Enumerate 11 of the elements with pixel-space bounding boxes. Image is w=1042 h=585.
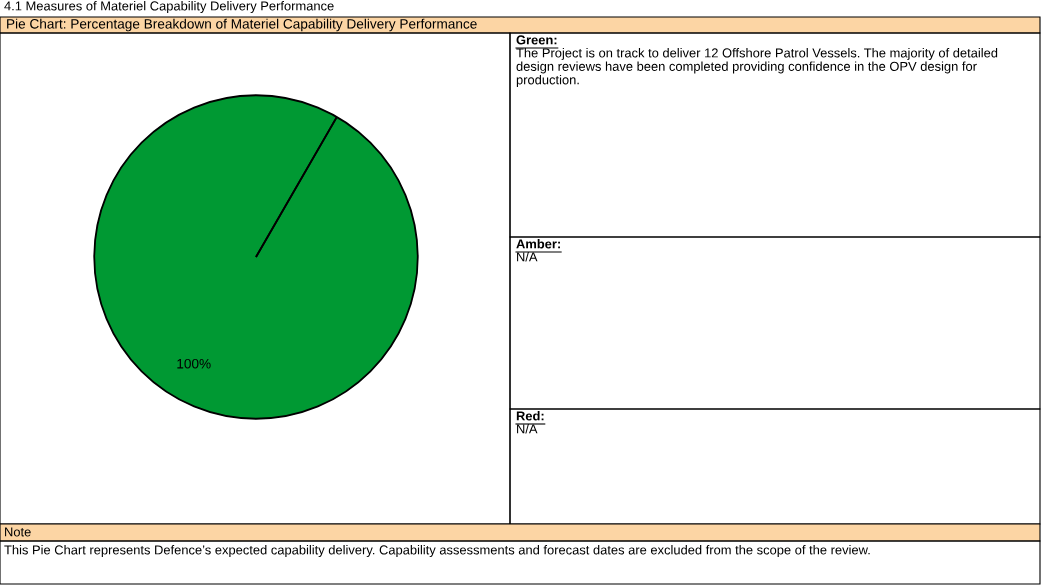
text: This Pie Chart represents Defence’s expected capability delivery. Capability assessments and forecast dates are excluded from the scope of the review. xyxy=(4,545,870,558)
chart-title: 4.1 Measures of Materiel Capability Delivery Performance xyxy=(4,1,334,14)
text: Red: xyxy=(516,411,544,421)
text: Note xyxy=(5,527,31,537)
text: Green: xyxy=(516,35,557,45)
text: N/A xyxy=(517,252,538,262)
text: The Project is on track to deliver 12 Offshore Patrol Vessels. The majority of detailed design reviews have been completed providing confidence in the OPV design for production. xyxy=(516,48,998,87)
chart-subtitle: Pie Chart: Percentage Breakdown of Materiel Capability Delivery Performance xyxy=(7,18,477,32)
data-label: 100% xyxy=(177,358,211,369)
text: Amber: xyxy=(516,239,560,249)
text: N/A xyxy=(517,424,538,434)
